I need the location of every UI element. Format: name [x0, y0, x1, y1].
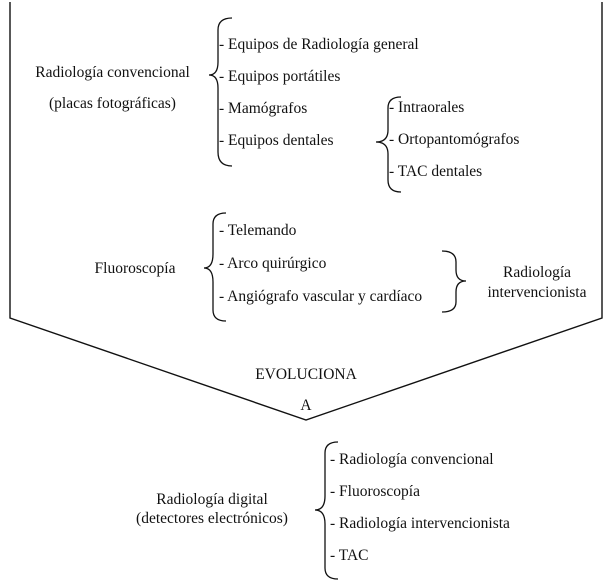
- brace-interventional: [441, 250, 467, 313]
- brace-dental: [375, 96, 402, 193]
- dental-item-ct: - TAC dentales: [389, 163, 483, 180]
- interventional-label-line2: intervencionista: [487, 284, 587, 301]
- item-c-arm: - Arco quirúrgico: [219, 255, 327, 272]
- digital-item-interventional: - Radiología intervencionista: [330, 515, 510, 532]
- conventional-subtitle: (placas fotográficas): [49, 95, 176, 112]
- item-portable: - Equipos portátiles: [219, 68, 341, 85]
- brace-fluoroscopy: [203, 212, 227, 322]
- brace-digital: [314, 441, 339, 580]
- fluoroscopy-title: Fluoroscopía: [94, 260, 176, 277]
- arrow-outline: [9, 2, 603, 421]
- item-general-radiology: - Equipos de Radiología general: [219, 36, 419, 53]
- dental-item-intraoral: - Intraorales: [389, 99, 465, 116]
- evolution-label: EVOLUCIONA: [255, 366, 357, 383]
- item-remote-table: - Telemando: [219, 222, 297, 239]
- dental-item-orthopantomograph: - Ortopantomógrafos: [389, 131, 520, 148]
- digital-item-fluoroscopy: - Fluoroscopía: [330, 483, 420, 500]
- digital-item-ct: - TAC: [330, 547, 369, 564]
- item-mammography: - Mamógrafos: [219, 100, 308, 117]
- digital-title: Radiología digital: [156, 491, 268, 508]
- item-dental: - Equipos dentales: [219, 132, 334, 149]
- item-angiograph: - Angiógrafo vascular y cardíaco: [219, 288, 423, 305]
- evolution-to-label: A: [300, 397, 312, 414]
- brace-conventional: [208, 17, 233, 167]
- conventional-title: Radiología convencional: [35, 64, 190, 81]
- digital-item-conventional: - Radiología convencional: [330, 451, 494, 468]
- digital-subtitle: (detectores electrónicos): [136, 510, 288, 527]
- interventional-label-line1: Radiología: [502, 264, 572, 281]
